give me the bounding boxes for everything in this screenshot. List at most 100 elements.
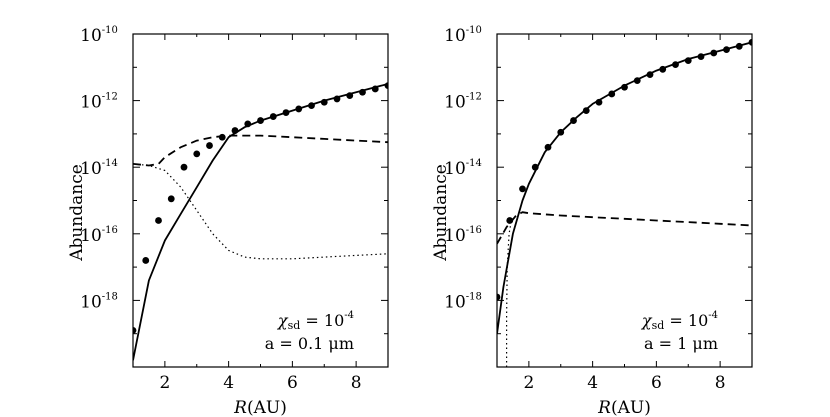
label-exponent: -16 bbox=[466, 225, 482, 236]
plot-area bbox=[497, 38, 752, 367]
annotation-chi: χsd = 10-4 bbox=[277, 310, 354, 332]
data-point bbox=[595, 98, 603, 106]
label-exponent: -14 bbox=[102, 158, 118, 169]
data-point bbox=[206, 142, 213, 149]
chi-equals: = 10 bbox=[664, 311, 708, 330]
data-point bbox=[570, 117, 577, 124]
data-point bbox=[193, 150, 201, 158]
chi-equals: = 10 bbox=[300, 311, 344, 330]
annotation-grain-size: a = 1 μm bbox=[644, 334, 718, 353]
label-base: 10 bbox=[80, 226, 102, 246]
x-tick-label: 8 bbox=[715, 373, 726, 393]
x-axis-label: R(AU) bbox=[233, 398, 287, 417]
data-point bbox=[633, 77, 641, 85]
data-point bbox=[308, 102, 315, 109]
x-axis-label: R(AU) bbox=[597, 398, 651, 417]
label-exponent: -16 bbox=[102, 225, 118, 236]
label-base: 10 bbox=[80, 159, 102, 179]
series-dotted-line bbox=[133, 163, 388, 260]
data-point bbox=[257, 117, 264, 124]
data-point bbox=[659, 65, 667, 73]
label-base: 10 bbox=[80, 292, 102, 312]
y-tick-label: 10-16 bbox=[444, 225, 482, 246]
label-base: 10 bbox=[80, 93, 102, 113]
data-point bbox=[519, 185, 526, 193]
data-point bbox=[646, 71, 654, 79]
data-point bbox=[167, 195, 175, 203]
data-point bbox=[133, 326, 137, 334]
label-exponent: -10 bbox=[466, 25, 482, 36]
data-point bbox=[710, 49, 718, 57]
chi-subscript: sd bbox=[652, 319, 665, 332]
data-point bbox=[346, 92, 354, 100]
annotation-chi: χsd = 10-4 bbox=[641, 310, 718, 332]
data-point bbox=[142, 257, 150, 264]
series-dashed-line bbox=[133, 134, 388, 167]
data-point bbox=[748, 38, 752, 46]
label-base: 10 bbox=[444, 93, 466, 113]
x-label-var: R bbox=[597, 398, 611, 417]
chi-symbol: χ bbox=[277, 311, 289, 330]
chi-symbol: χ bbox=[641, 311, 653, 330]
data-point bbox=[557, 128, 565, 136]
data-point bbox=[621, 83, 628, 91]
data-point bbox=[497, 293, 501, 301]
x-tick-label: 6 bbox=[287, 373, 298, 393]
x-label-var: R bbox=[233, 398, 247, 417]
data-point bbox=[384, 82, 388, 90]
x-tick-label: 8 bbox=[351, 373, 362, 393]
data-point bbox=[672, 61, 679, 69]
data-point bbox=[320, 98, 328, 106]
label-exponent: -18 bbox=[102, 291, 118, 302]
x-label-unit: (AU) bbox=[611, 398, 651, 417]
y-tick-label: 10-14 bbox=[444, 158, 482, 179]
chi-subscript: sd bbox=[288, 319, 301, 332]
data-point bbox=[244, 120, 252, 128]
y-tick-label: 10-18 bbox=[444, 291, 482, 312]
y-tick-label: 10-10 bbox=[444, 25, 482, 46]
data-point bbox=[723, 46, 730, 54]
label-base: 10 bbox=[444, 292, 466, 312]
label-exponent: -14 bbox=[466, 158, 482, 169]
chi-exponent: -4 bbox=[708, 310, 718, 321]
label-base: 10 bbox=[444, 26, 466, 46]
x-tick-label: 2 bbox=[523, 373, 534, 393]
panel-left: 2 4 6 810-1010-1210-1410-1610-18R(AU)Abunda… bbox=[67, 25, 389, 417]
label-exponent: -12 bbox=[102, 92, 118, 103]
panel-right: 2 4 6 810-1010-1210-1410-1610-18R(AU)Abunda… bbox=[431, 25, 753, 417]
y-axis-label: Abundance bbox=[67, 164, 87, 262]
data-point bbox=[582, 107, 590, 114]
data-point bbox=[684, 57, 692, 65]
chi-exponent: -4 bbox=[344, 310, 354, 321]
y-tick-label: 10-10 bbox=[80, 25, 118, 46]
y-tick-label: 10-12 bbox=[444, 92, 482, 113]
x-tick-label: 6 bbox=[651, 373, 662, 393]
x-label-unit: (AU) bbox=[247, 398, 287, 417]
y-tick-label: 10-14 bbox=[80, 158, 118, 179]
label-base: 10 bbox=[444, 159, 466, 179]
data-point bbox=[333, 95, 341, 103]
series-dotted-line bbox=[506, 220, 512, 367]
data-point bbox=[282, 109, 290, 116]
y-axis-label: Abundance bbox=[431, 164, 451, 262]
series-solid-line bbox=[497, 41, 752, 334]
plot-area bbox=[133, 82, 388, 361]
data-point bbox=[218, 133, 226, 141]
label-base: 10 bbox=[80, 26, 102, 46]
data-point bbox=[531, 163, 539, 171]
y-tick-label: 10-16 bbox=[80, 225, 118, 246]
data-point bbox=[269, 113, 277, 120]
x-tick-label: 4 bbox=[587, 373, 598, 393]
data-point bbox=[506, 217, 514, 224]
label-exponent: -18 bbox=[466, 291, 482, 302]
data-point bbox=[155, 217, 162, 224]
data-point bbox=[735, 42, 743, 50]
series-dashed-line bbox=[497, 211, 752, 245]
data-point bbox=[697, 53, 705, 61]
data-point bbox=[231, 127, 239, 134]
data-point bbox=[371, 85, 379, 93]
annotation-grain-size: a = 0.1 μm bbox=[265, 334, 354, 353]
label-exponent: -12 bbox=[466, 92, 482, 103]
y-tick-label: 10-12 bbox=[80, 92, 118, 113]
